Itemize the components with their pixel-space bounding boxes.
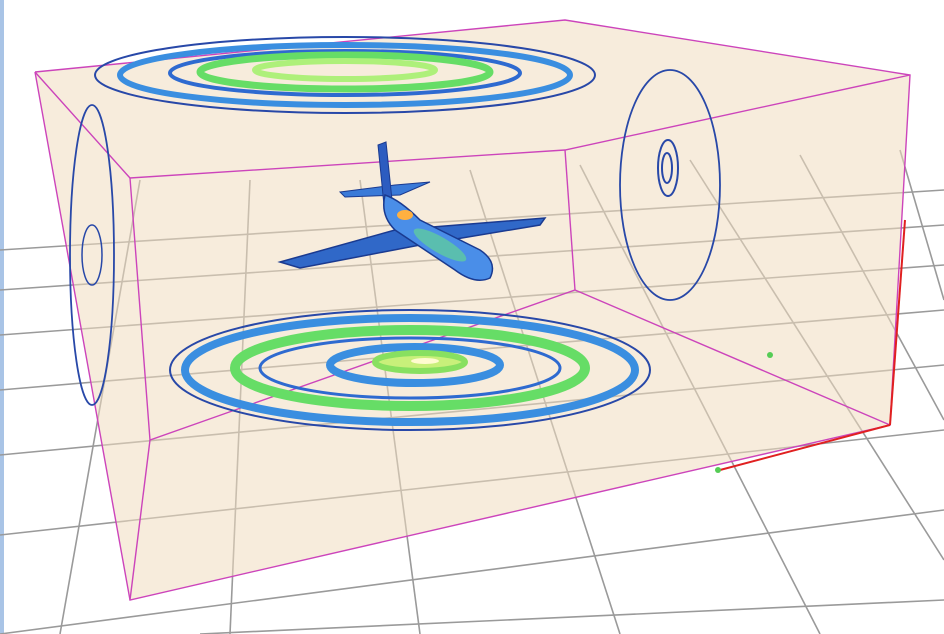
contour xyxy=(252,58,438,82)
grid-line xyxy=(899,149,944,301)
volume-box xyxy=(35,20,910,600)
contour xyxy=(94,36,596,114)
contour xyxy=(181,314,639,426)
contour xyxy=(619,69,721,301)
contour xyxy=(69,104,115,406)
grid-line xyxy=(0,509,944,634)
contour xyxy=(168,49,522,97)
axis-handle xyxy=(715,467,721,473)
fuselage-highlight xyxy=(413,228,467,262)
airplane xyxy=(277,141,547,281)
contour xyxy=(258,336,562,400)
contour xyxy=(117,42,573,108)
grid-line xyxy=(199,599,944,634)
contour xyxy=(661,152,673,184)
bottom-contours xyxy=(169,309,651,431)
axis-handle xyxy=(767,352,773,358)
box-edge xyxy=(129,177,891,441)
contour xyxy=(230,325,590,411)
box-edge xyxy=(34,19,911,601)
box-edge xyxy=(564,149,576,291)
box-edge xyxy=(129,439,151,601)
contour-peak xyxy=(411,358,439,364)
side-contours xyxy=(69,69,721,406)
cockpit xyxy=(397,210,413,220)
viewport-border xyxy=(0,0,4,634)
contour xyxy=(81,224,103,286)
axis-z xyxy=(889,219,906,426)
contour xyxy=(196,51,494,93)
top-contours xyxy=(94,36,596,114)
box-edges xyxy=(34,19,911,601)
axis-x xyxy=(719,424,891,471)
contour xyxy=(657,139,679,197)
box-edge xyxy=(34,71,911,179)
contour xyxy=(326,343,504,387)
contour xyxy=(169,309,651,431)
